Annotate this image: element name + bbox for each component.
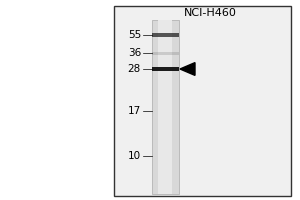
- Bar: [158, 20, 172, 194]
- Text: 36: 36: [128, 48, 141, 58]
- Bar: [114, 6, 291, 196]
- Bar: [152, 33, 178, 37]
- Bar: [152, 20, 178, 194]
- Bar: [152, 52, 178, 55]
- Text: NCI-H460: NCI-H460: [184, 8, 236, 18]
- Text: 28: 28: [128, 64, 141, 74]
- Bar: [152, 67, 178, 71]
- Polygon shape: [180, 63, 195, 75]
- Text: 10: 10: [128, 151, 141, 161]
- Text: 55: 55: [128, 30, 141, 40]
- Text: 17: 17: [128, 106, 141, 116]
